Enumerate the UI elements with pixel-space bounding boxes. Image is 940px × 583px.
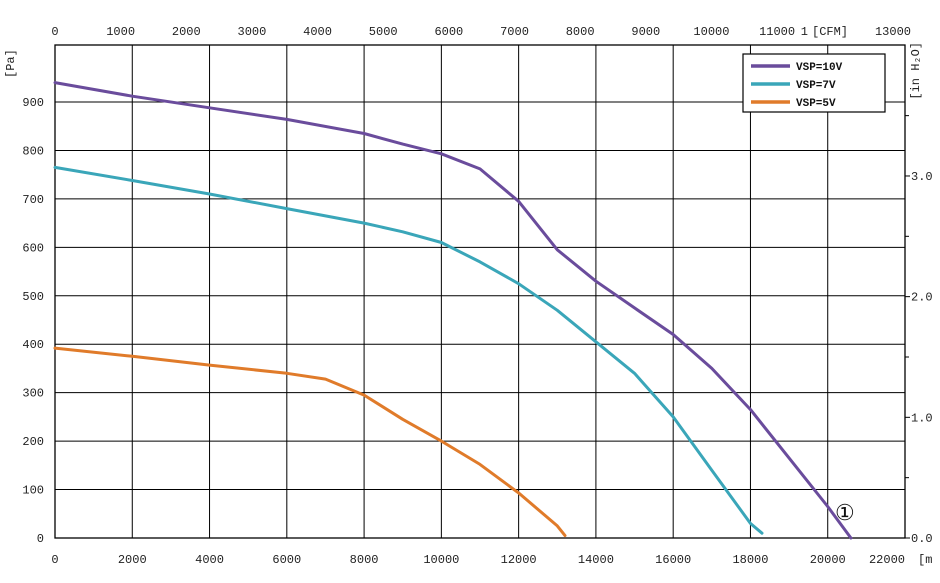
x-tick-label: 8000 xyxy=(350,553,379,567)
y-tick-label: 100 xyxy=(22,484,44,498)
legend-label-vsp5: VSP=5V xyxy=(796,98,836,110)
y-tick-label: 900 xyxy=(22,96,44,110)
y-tick-label: 0 xyxy=(37,532,44,546)
series-line-vsp-5v xyxy=(53,346,567,538)
y-tick-label: 400 xyxy=(22,338,44,352)
y2-tick-label: 1.0 xyxy=(911,411,933,425)
y-tick-label: 500 xyxy=(22,290,44,304)
tick-labels: 0 2000 4000 6000 8000 10000 12000 14000 16000 180… xyxy=(22,25,932,567)
x2-tick-label: 8000 xyxy=(566,25,595,39)
legend-label-vsp10: VSP=10V xyxy=(796,62,843,74)
y-tick-label: 800 xyxy=(22,144,44,158)
x-tick-label: 2000 xyxy=(118,553,147,567)
x2-tick-label: 5000 xyxy=(369,25,398,39)
x2-tick-label: 1000 xyxy=(106,25,135,39)
series-lines xyxy=(53,81,853,540)
x-tick-label: 12000 xyxy=(501,553,537,567)
x-tick-label: 22000 xyxy=(869,553,905,567)
y2-tick-label: 0.0 xyxy=(911,532,933,546)
x2-tick-label: 13000 xyxy=(875,25,911,39)
y-tick-label: 600 xyxy=(22,241,44,255)
x2-tick-label: 4000 xyxy=(303,25,332,39)
x-tick-label: 14000 xyxy=(578,553,614,567)
x2-tick-label: 11000 xyxy=(759,25,795,39)
x2-axis-unit-label: [CFM] xyxy=(812,25,848,39)
x2-tick-label: 3000 xyxy=(238,25,267,39)
y-tick-label: 700 xyxy=(22,193,44,207)
x2-tick-label: 0 xyxy=(51,25,58,39)
x-tick-label: 4000 xyxy=(195,553,224,567)
y-tick-label: 200 xyxy=(22,435,44,449)
y2-tick-label: 2.0 xyxy=(911,291,933,305)
x-axis-unit-label: [m xyxy=(918,553,932,567)
x-tick-label: 0 xyxy=(51,553,58,567)
x-tick-label: 18000 xyxy=(732,553,768,567)
curve-marker-1: ① xyxy=(835,501,855,526)
x-tick-label: 20000 xyxy=(810,553,846,567)
series-line-vsp-7v xyxy=(53,165,764,535)
series-line-vsp-10v xyxy=(53,81,853,540)
x2-tick-label: 7000 xyxy=(500,25,529,39)
x2-axis-unit-prefix: 1 xyxy=(801,25,808,39)
y2-tick-label: 3.0 xyxy=(911,170,933,184)
y2-axis-unit-label: [in H₂O] xyxy=(909,42,923,100)
x-tick-label: 10000 xyxy=(423,553,459,567)
grid xyxy=(54,44,910,539)
x2-tick-label: 6000 xyxy=(434,25,463,39)
legend: VSP=10V VSP=7V VSP=5V xyxy=(742,53,886,113)
y-tick-label: 300 xyxy=(22,387,44,401)
x-tick-label: 16000 xyxy=(655,553,691,567)
x2-tick-label: 2000 xyxy=(172,25,201,39)
y-axis-unit-label: [Pa] xyxy=(4,49,18,78)
x-tick-label: 6000 xyxy=(272,553,301,567)
x2-tick-label: 10000 xyxy=(693,25,729,39)
legend-label-vsp7: VSP=7V xyxy=(796,80,836,92)
x2-tick-label: 9000 xyxy=(631,25,660,39)
